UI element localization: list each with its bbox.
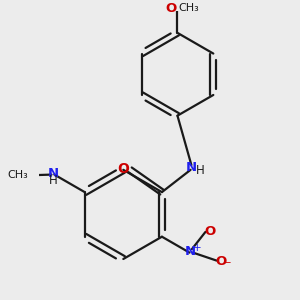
Text: N: N (186, 161, 197, 174)
Text: +: + (193, 243, 202, 253)
Text: H: H (49, 175, 58, 188)
Text: CH₃: CH₃ (178, 3, 199, 13)
Text: N: N (48, 167, 59, 180)
Text: O: O (216, 255, 227, 268)
Text: N: N (185, 244, 196, 257)
Text: CH₃: CH₃ (8, 170, 29, 180)
Text: O: O (118, 162, 129, 176)
Text: O: O (204, 225, 215, 238)
Text: O: O (166, 2, 177, 16)
Text: −: − (223, 259, 232, 269)
Text: H: H (196, 164, 205, 177)
